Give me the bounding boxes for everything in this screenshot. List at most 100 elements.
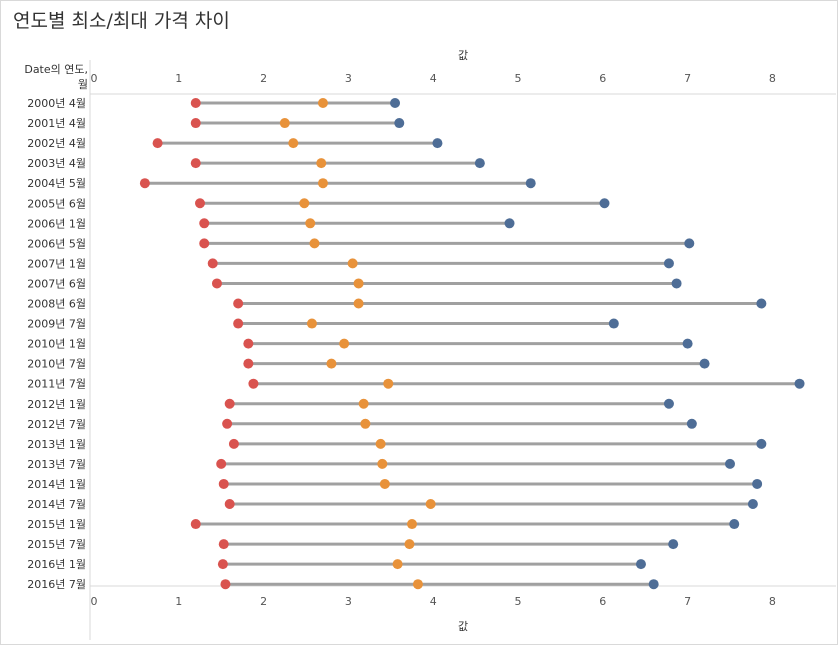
- row-header: Date의 연도, 월: [24, 63, 88, 91]
- row-label: 2012년 7월: [27, 418, 86, 431]
- avg-point: [425, 499, 436, 509]
- min-point: [218, 539, 229, 550]
- x-tick-label-top: 3: [345, 72, 352, 85]
- row-label: 2013년 1월: [27, 438, 86, 451]
- min-point: [190, 98, 201, 108]
- min-point: [243, 358, 254, 369]
- max-point: [390, 98, 401, 108]
- min-point: [218, 478, 229, 489]
- x-tick-label-top: 5: [515, 72, 522, 85]
- min-point: [222, 418, 233, 429]
- row-label: 2000년 4월: [27, 97, 86, 110]
- x-tick-label-bottom: 3: [345, 595, 352, 608]
- max-point: [432, 138, 443, 149]
- avg-point: [360, 418, 371, 429]
- avg-point: [339, 338, 350, 349]
- min-point: [199, 218, 210, 229]
- min-point: [190, 118, 201, 129]
- row-label: 2011년 7월: [27, 378, 86, 391]
- min-point: [248, 378, 259, 389]
- x-tick-label-bottom: 0: [91, 595, 98, 608]
- avg-point: [317, 178, 328, 189]
- max-point: [394, 118, 405, 129]
- avg-point: [299, 198, 310, 209]
- max-point: [756, 438, 767, 449]
- row-label: 2001년 4월: [27, 117, 86, 130]
- min-point: [233, 318, 244, 329]
- max-point: [668, 539, 679, 550]
- max-point: [756, 298, 767, 309]
- x-tick-label-bottom: 5: [515, 595, 522, 608]
- max-point: [663, 398, 674, 409]
- avg-point: [375, 438, 386, 449]
- avg-point: [309, 238, 320, 249]
- max-point: [671, 278, 682, 289]
- row-label: 2014년 1월: [27, 478, 86, 491]
- x-tick-label-top: 4: [430, 72, 437, 85]
- max-point: [635, 559, 646, 570]
- row-label: 2007년 6월: [27, 277, 86, 290]
- max-point: [599, 198, 610, 209]
- min-point: [216, 458, 227, 469]
- avg-point: [392, 559, 403, 570]
- row-label: 2012년 1월: [27, 398, 86, 411]
- top-axis-title: 값: [458, 49, 469, 62]
- avg-point: [305, 218, 316, 229]
- row-label: 2007년 1월: [27, 257, 86, 270]
- min-point: [233, 298, 244, 309]
- max-point: [794, 378, 805, 389]
- avg-point: [347, 258, 358, 269]
- min-point: [224, 499, 235, 509]
- row-label: 2016년 7월: [27, 578, 86, 591]
- x-tick-label-top: 6: [599, 72, 606, 85]
- min-point: [228, 438, 239, 449]
- max-point: [699, 358, 710, 369]
- avg-point: [353, 278, 364, 289]
- row-label: 2013년 7월: [27, 458, 86, 471]
- row-label: 2005년 6월: [27, 197, 86, 210]
- x-tick-label-bottom: 6: [599, 595, 606, 608]
- avg-point: [412, 579, 423, 590]
- min-point: [217, 559, 228, 570]
- avg-point: [379, 478, 390, 489]
- max-point: [525, 178, 536, 189]
- x-tick-label-bottom: 1: [175, 595, 182, 608]
- max-point: [608, 318, 619, 329]
- max-point: [682, 338, 693, 349]
- row-label: 2002년 4월: [27, 137, 86, 150]
- min-point: [207, 258, 218, 269]
- x-tick-label-top: 7: [684, 72, 691, 85]
- max-point: [752, 478, 763, 489]
- row-label: 2010년 7월: [27, 358, 86, 371]
- avg-point: [353, 298, 364, 309]
- min-point: [190, 158, 201, 169]
- min-point: [190, 519, 201, 530]
- min-point: [152, 138, 163, 149]
- row-label: 2004년 5월: [27, 177, 86, 190]
- avg-point: [383, 378, 394, 389]
- avg-point: [407, 519, 417, 530]
- avg-point: [288, 138, 299, 149]
- max-point: [686, 418, 697, 429]
- row-label: 2010년 1월: [27, 338, 86, 351]
- avg-point: [306, 318, 317, 329]
- max-point: [729, 519, 740, 530]
- max-point: [725, 458, 735, 469]
- max-point: [747, 499, 758, 509]
- x-tick-label-top: 2: [260, 72, 267, 85]
- row-label: 2008년 6월: [27, 298, 86, 311]
- x-tick-label-bottom: 4: [430, 595, 437, 608]
- x-tick-label-bottom: 2: [260, 595, 267, 608]
- x-tick-label-bottom: 8: [769, 595, 776, 608]
- row-label: 2006년 1월: [27, 217, 86, 230]
- avg-point: [358, 398, 369, 409]
- max-point: [648, 579, 659, 590]
- x-tick-label-top: 1: [175, 72, 182, 85]
- row-label: 2006년 5월: [27, 237, 86, 250]
- row-label: 2003년 4월: [27, 157, 86, 170]
- min-point: [220, 579, 231, 590]
- min-point: [243, 338, 254, 349]
- min-point: [139, 178, 150, 189]
- min-point: [199, 238, 210, 249]
